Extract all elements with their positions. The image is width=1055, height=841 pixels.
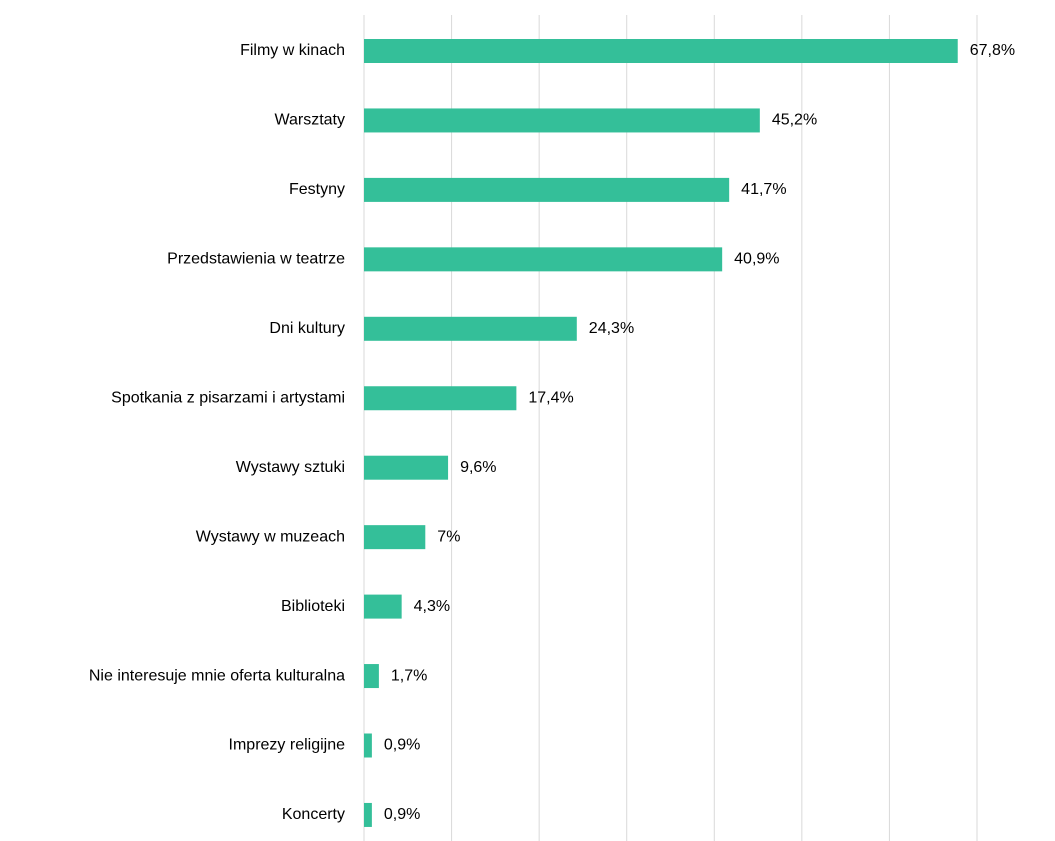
category-label: Dni kultury <box>269 320 345 337</box>
category-label: Warsztaty <box>274 112 345 129</box>
category-label: Nie interesuje mnie oferta kulturalna <box>89 667 345 684</box>
category-label: Wystawy w muzeach <box>196 528 345 545</box>
value-label: 4,3% <box>414 598 450 615</box>
category-label: Festyny <box>289 181 345 198</box>
category-label: Koncerty <box>282 806 345 823</box>
category-label: Spotkania z pisarzami i artystami <box>111 389 345 406</box>
bar <box>364 247 723 272</box>
value-label: 9,6% <box>460 459 496 476</box>
category-label: Wystawy sztuki <box>236 459 345 476</box>
value-label: 1,7% <box>391 667 427 684</box>
bar <box>364 316 577 341</box>
category-label: Imprezy religijne <box>229 737 346 754</box>
value-label: 45,2% <box>772 112 817 129</box>
value-label: 0,9% <box>384 737 420 754</box>
category-label: Biblioteki <box>281 598 345 615</box>
bar <box>364 108 760 133</box>
value-label: 7% <box>437 528 460 545</box>
category-label: Przedstawienia w teatrze <box>167 251 345 268</box>
bar <box>364 594 402 619</box>
bar <box>364 386 517 411</box>
bar <box>364 455 449 480</box>
value-label: 0,9% <box>384 806 420 823</box>
value-label: 24,3% <box>589 320 634 337</box>
bar <box>364 664 379 689</box>
value-label: 67,8% <box>970 42 1015 59</box>
bar <box>364 802 372 827</box>
category-label: Filmy w kinach <box>240 42 345 59</box>
bar <box>364 39 958 63</box>
bar <box>364 177 730 202</box>
value-label: 41,7% <box>741 181 786 198</box>
bar <box>364 733 372 758</box>
bar <box>364 525 426 550</box>
value-label: 17,4% <box>528 389 573 406</box>
value-label: 40,9% <box>734 251 779 268</box>
